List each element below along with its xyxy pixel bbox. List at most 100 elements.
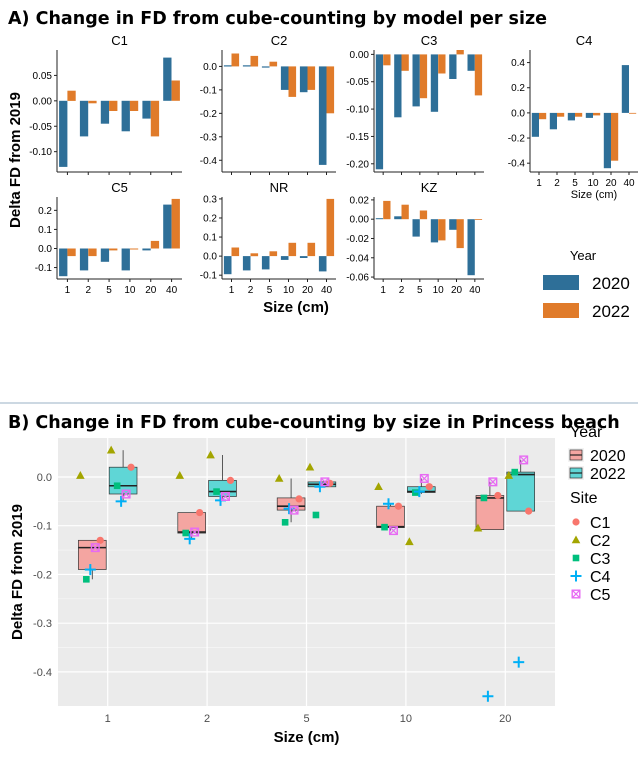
- legend-label: 2022: [590, 466, 626, 483]
- legend-marker-C3: [572, 554, 580, 562]
- marker-triangle: [274, 473, 284, 482]
- y-tick-label: 0.2: [203, 213, 217, 224]
- box-1-2022: [108, 450, 138, 502]
- marker-square: [83, 576, 90, 583]
- marker-circle: [96, 536, 104, 544]
- legend-title: Site: [570, 490, 598, 507]
- x-tick-label: 5: [303, 713, 309, 725]
- marker-square: [213, 488, 220, 495]
- point-C3-5-2020: [281, 518, 289, 526]
- subplot-title: C5: [111, 180, 128, 195]
- subplot-title: C1: [111, 33, 128, 48]
- y-tick-label: -0.3: [33, 618, 52, 630]
- y-tick-label: 0.0: [203, 252, 217, 263]
- x-tick-label: 10: [433, 285, 445, 296]
- y-tick-label: 0.4: [511, 58, 525, 69]
- bar-2020-5: [261, 66, 270, 68]
- subplot-title: C4: [576, 33, 593, 48]
- point-C3-10-2020: [381, 523, 388, 531]
- bar-2020-1: [375, 54, 384, 170]
- y-tick-label: 0.2: [38, 206, 52, 217]
- subplot-c3: C3 0.00 -0.05 -0.10 -0.15 -0.20: [346, 33, 484, 175]
- bar-2022-5: [419, 210, 428, 220]
- bar-2020-1: [531, 112, 539, 137]
- bar-2022-5: [269, 61, 278, 67]
- legend-marker-C2: [571, 535, 581, 544]
- y-tick-label: -0.1: [33, 521, 52, 533]
- bar-2020-40: [318, 256, 327, 272]
- x-tick-label: 1: [380, 285, 386, 296]
- x-tick-label: 20: [451, 285, 463, 296]
- bar-2020-2: [79, 248, 89, 271]
- subplot-kz: KZ 0.02 0.00 -0.02 -0.04 -0.06 1 2 5 10 20 40: [346, 180, 484, 296]
- legend-label: 2020: [590, 448, 626, 465]
- point-C2-20-2022: [504, 471, 514, 479]
- x-tick-label: 40: [469, 285, 481, 296]
- y-tick-label: -0.20: [346, 159, 369, 170]
- x-tick-label: 2: [85, 285, 91, 296]
- x-tick-label: 2: [248, 285, 254, 296]
- y-tick-label: -0.10: [29, 147, 52, 158]
- marker-box: [519, 455, 529, 465]
- y-tick-label: 0.3: [203, 194, 217, 205]
- bar-2022-5: [419, 54, 428, 99]
- marker-cross-b: [488, 477, 498, 487]
- x-tick-label: 10: [283, 285, 295, 296]
- y-tick-label: -0.05: [346, 77, 369, 88]
- bar-2022-40: [629, 112, 637, 114]
- bar-2020-20: [449, 54, 457, 79]
- legend-label: 2022: [592, 302, 630, 321]
- bar-2022-2: [250, 253, 259, 257]
- x-tick-label: 5: [106, 285, 112, 296]
- point-C2-10-2020: [374, 482, 383, 491]
- legend-marker-C1: [572, 518, 580, 526]
- box-iqr: [108, 466, 138, 495]
- bar-2022-20: [150, 240, 160, 249]
- panel-b: 0.0 -0.1 -0.2 -0.3 -0.4 1 2 5 10 20 Delta FD from …: [9, 424, 626, 746]
- point-C2-1-2022: [106, 445, 116, 454]
- y-tick-label: -0.05: [29, 122, 52, 133]
- bar-2022-10: [129, 100, 139, 111]
- bar-2022-1: [383, 200, 391, 220]
- point-C3-5-2022: [312, 511, 320, 519]
- point-C4-10-2020: [383, 498, 395, 510]
- bar-2020-5: [412, 219, 420, 237]
- point-C5-20-2020: [488, 477, 498, 487]
- marker-square: [381, 523, 388, 531]
- y-tick-label: -0.1: [200, 271, 218, 282]
- marker-circle: [572, 518, 580, 526]
- marker-box: [320, 477, 330, 487]
- marker-square: [113, 482, 121, 490]
- point-C3-20-2020: [480, 494, 488, 502]
- point-C5-20-2022: [519, 455, 529, 465]
- panel-b-x-label: Size (cm): [274, 729, 340, 746]
- bar-2020-40: [318, 66, 327, 165]
- y-tick-label: 0.00: [350, 215, 370, 226]
- bar-2020-40: [467, 54, 475, 71]
- y-tick-label: -0.15: [346, 132, 369, 143]
- bar-2020-1: [223, 65, 232, 67]
- bar-2022-1: [67, 90, 76, 101]
- bar-2022-1: [231, 53, 240, 67]
- y-tick-label: 0.0: [37, 472, 52, 484]
- bar-2022-2: [88, 248, 97, 257]
- bar-2022-1: [383, 54, 391, 66]
- point-C1-1-2022: [127, 463, 135, 471]
- bar-2020-1: [59, 100, 68, 167]
- bar-2022-40: [326, 66, 335, 114]
- y-tick-label: -0.2: [33, 569, 52, 581]
- bar-2022-1: [231, 247, 240, 257]
- point-C2-5-2020: [274, 473, 284, 482]
- legend-marker-C5: [571, 589, 581, 599]
- point-C1-20-2022: [525, 507, 533, 515]
- bar-2020-5: [100, 248, 110, 262]
- marker-circle: [226, 476, 235, 484]
- point-C4-10-2022: [413, 486, 425, 498]
- box-iqr: [475, 495, 505, 530]
- subplot-x-label: Size (cm): [571, 189, 617, 201]
- bar-2020-2: [242, 256, 251, 271]
- legend-label: C4: [590, 569, 611, 586]
- x-tick-label: 2: [554, 178, 560, 189]
- bar-2022-5: [269, 251, 278, 257]
- x-tick-label: 20: [499, 713, 511, 725]
